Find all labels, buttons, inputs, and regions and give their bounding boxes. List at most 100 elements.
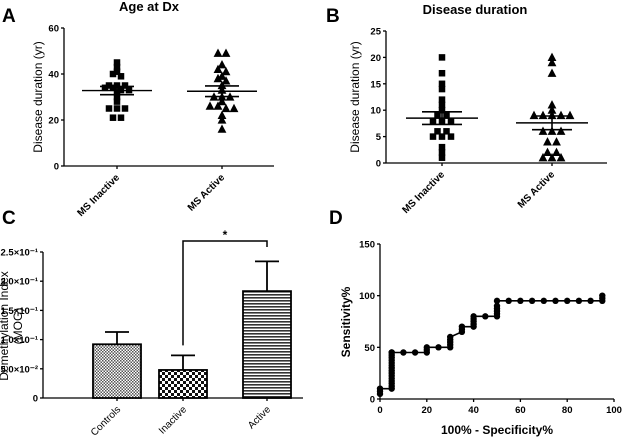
panel-a-point-square xyxy=(109,114,117,121)
panel-label-c: C xyxy=(2,208,16,229)
panel-b-point-square xyxy=(438,133,446,140)
panel-b-point-square xyxy=(438,96,446,103)
panel-b-point-square xyxy=(438,149,446,156)
panel-d-x-tick-label: 20 xyxy=(422,405,433,416)
panel-b-point-square xyxy=(438,101,446,109)
panel-a-point-triangle xyxy=(217,110,227,119)
panel-d-roc-point xyxy=(599,292,606,299)
panel-c-x-tick-label: Active xyxy=(246,404,273,431)
panel-b-y-label: Disease duration (yr) xyxy=(348,41,362,152)
panel-a-point-square xyxy=(113,63,121,71)
panel-b-point-triangle xyxy=(556,126,566,135)
panel-a-point-triangle xyxy=(213,101,223,110)
panel-a-point-triangle xyxy=(217,80,227,90)
panel-d-roc-point xyxy=(458,323,466,330)
panel-b-point-triangle xyxy=(543,147,552,157)
panel-b-point-triangle xyxy=(547,110,557,120)
panel-b-point-triangle xyxy=(538,110,548,120)
panel-b-point-square xyxy=(438,80,446,88)
panel-b-point-square xyxy=(438,85,446,93)
panel-a-point-triangle xyxy=(217,60,227,69)
panel-b-point-square xyxy=(443,128,450,135)
panel-b-point-square xyxy=(429,133,437,140)
panel-d-y-tick-label: 150 xyxy=(359,240,375,251)
panel-b-point-square xyxy=(447,117,455,125)
panel-b-y-tick-label: 25 xyxy=(370,27,381,38)
panel-c-y-label-line1: Demethylation Index xyxy=(0,271,11,380)
panel-a-point-square xyxy=(109,84,117,92)
panel-d-roc-point xyxy=(575,297,583,305)
panel-d-roc-point xyxy=(435,344,442,351)
panel-d-y-tick-label: 100 xyxy=(359,291,375,302)
panel-a-point-triangle xyxy=(217,115,227,124)
panel-d-roc-point xyxy=(528,297,536,305)
panel-b-point-square xyxy=(429,117,437,125)
panel-d-roc-point xyxy=(376,385,384,392)
panel-a-point-square xyxy=(101,84,109,92)
panel-b-point-triangle xyxy=(547,105,557,114)
panel-c-bar xyxy=(158,369,208,399)
panel-d-x-label: 100% - Specificity% xyxy=(441,423,553,437)
panel-b-x-tick-label: MS Inactive xyxy=(400,169,447,216)
panel-a-point-square xyxy=(113,59,121,66)
panel-d-y-tick-label: 0 xyxy=(370,395,375,406)
panel-d-roc-point xyxy=(505,297,512,305)
panel-a-title: Age at Dx xyxy=(119,0,180,14)
panel-a-y-tick-label: 0 xyxy=(54,162,59,173)
panel-b-point-triangle xyxy=(547,152,557,162)
panel-a-point-triangle xyxy=(213,64,223,73)
panel-a-point-triangle xyxy=(217,124,227,133)
panel-a-y-tick-label: 40 xyxy=(48,70,59,81)
panel-b-point-triangle xyxy=(547,100,557,109)
panel-a-point-triangle xyxy=(221,48,231,57)
panel-a-point-square xyxy=(105,105,113,112)
panel-d-roc-point xyxy=(411,349,419,356)
panel-d-roc-point xyxy=(470,313,477,320)
panel-d-roc-point xyxy=(540,297,547,305)
panel-a-point-square xyxy=(113,68,121,75)
panel-label-d: D xyxy=(329,208,343,229)
panel-c-y-tick-label: 2.5×10⁻¹ xyxy=(1,248,39,259)
panel-d-roc-point xyxy=(517,297,524,305)
panel-b-point-square xyxy=(438,54,446,61)
panel-d-roc-point xyxy=(388,349,395,356)
panel-b-point-triangle xyxy=(543,137,552,146)
panel-d-chart: Sensitivity% 100% - Specificity% 0 50 100 1… xyxy=(339,240,622,438)
panel-a-y-label: Disease duration (yr) xyxy=(31,41,45,152)
panel-a-point-square xyxy=(113,105,121,112)
panel-d-y-tick-label: 50 xyxy=(364,343,375,354)
panel-d-roc-point xyxy=(400,349,407,356)
panel-b-point-triangle xyxy=(556,152,566,162)
panel-d-x-tick-label: 60 xyxy=(515,405,526,416)
panel-b-point-triangle xyxy=(552,137,561,146)
panel-b-point-square xyxy=(438,154,446,161)
panel-d-roc-point xyxy=(447,333,454,341)
panel-c-significance-star: * xyxy=(223,228,228,242)
panel-c-x-tick-label: Controls xyxy=(89,404,123,438)
panel-c-bar xyxy=(242,290,292,399)
panel-label-a: A xyxy=(2,6,16,27)
panel-a-y-tick-label: 20 xyxy=(48,116,59,127)
panel-b-point-triangle xyxy=(547,68,557,77)
panel-b-point-square xyxy=(438,106,446,114)
panel-d-roc-point xyxy=(587,297,594,305)
panel-c-chart: Demethylation Index (MOG) 0 5.0×10⁻² 1.0×1… xyxy=(0,228,303,438)
panel-d-x-tick-label: 80 xyxy=(562,405,573,416)
panel-b-y-tick-label: 15 xyxy=(370,79,381,90)
panel-a-point-square xyxy=(117,114,125,121)
panel-a-point-square xyxy=(117,73,125,80)
panel-b-y-tick-label: 5 xyxy=(376,132,382,143)
panel-b-point-triangle xyxy=(538,152,548,162)
panel-label-b: B xyxy=(326,6,340,27)
panel-c-y-tick-label: 1.5×10⁻¹ xyxy=(1,306,39,317)
panel-b-point-triangle xyxy=(547,52,557,61)
panel-c-significance-bracket xyxy=(182,240,268,346)
panel-b-point-triangle xyxy=(552,147,561,157)
panel-a-point-triangle xyxy=(221,76,231,85)
panel-c-y-tick-label: 5.0×10⁻² xyxy=(1,364,39,375)
panel-a-point-square xyxy=(105,82,113,89)
panel-c-bar xyxy=(92,343,142,399)
panel-a-x-tick-label: MS Active xyxy=(186,172,228,214)
panel-d-x-tick-label: 0 xyxy=(377,405,382,416)
